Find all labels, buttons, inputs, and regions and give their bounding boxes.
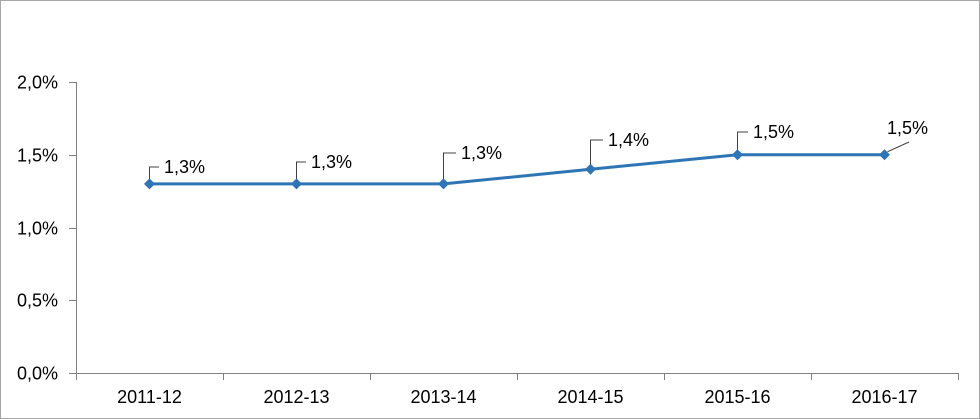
- data-point-label: 1,4%: [608, 130, 649, 150]
- data-point-marker: [585, 163, 596, 175]
- data-point-label: 1,5%: [753, 122, 794, 142]
- data-point-label: 1,3%: [461, 143, 502, 163]
- data-point-label: 1,3%: [164, 157, 205, 177]
- data-label-leader: [443, 152, 456, 179]
- data-point-marker: [291, 178, 302, 190]
- y-axis-tick-label: 1,0%: [17, 219, 58, 239]
- y-axis-tick-label: 1,5%: [17, 146, 58, 166]
- data-label-leader: [887, 141, 910, 153]
- x-axis-category-label: 2013-14: [410, 387, 476, 407]
- data-label-leader: [296, 161, 306, 179]
- x-axis-category-label: 2011-12: [117, 387, 182, 407]
- y-axis-tick-label: 0,5%: [17, 291, 58, 311]
- data-point-label: 1,5%: [887, 118, 928, 138]
- data-point-marker: [144, 178, 155, 190]
- data-point-label: 1,3%: [311, 152, 352, 172]
- data-line: [148, 153, 886, 186]
- data-label-leader: [590, 139, 603, 165]
- x-axis-category-label: 2015-16: [704, 387, 770, 407]
- data-label-leader: [149, 166, 159, 179]
- data-label-leader: [737, 131, 748, 150]
- data-point-marker: [732, 149, 743, 161]
- y-axis-tick-label: 2,0%: [17, 73, 58, 93]
- data-point-marker: [438, 178, 449, 190]
- x-axis-category-label: 2012-13: [263, 387, 329, 407]
- data-point-marker: [879, 149, 890, 161]
- x-axis-category-label: 2016-17: [851, 387, 917, 407]
- x-axis-category-label: 2014-15: [557, 387, 623, 407]
- y-axis-tick-label: 0,0%: [17, 364, 58, 384]
